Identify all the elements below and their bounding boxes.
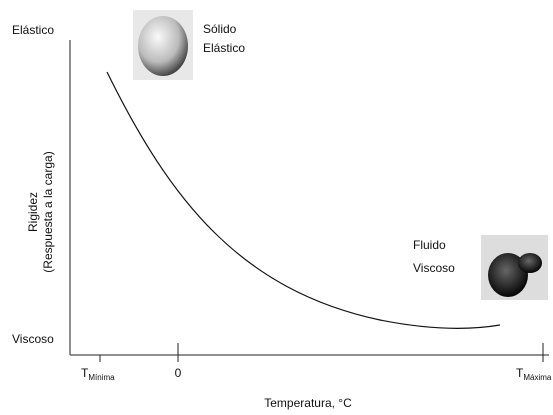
curve: [106, 71, 501, 329]
ball: [138, 16, 188, 76]
annotation: Elástico: [203, 41, 245, 55]
x-tick-label: 0: [175, 366, 182, 380]
annotation: Viscoso: [413, 261, 455, 275]
annotation: Fluido: [413, 238, 446, 252]
tick-sub: Mínima: [88, 373, 115, 382]
x-tick-label: TMínima: [81, 366, 115, 382]
fluid: [518, 253, 542, 273]
tick-main: T: [516, 366, 524, 380]
y-top-label: Elástico: [12, 23, 54, 37]
y-bottom-label: Viscoso: [12, 332, 54, 346]
tick-sub: Máxima: [523, 373, 552, 382]
fluid: [488, 253, 528, 297]
annotation: Sólido: [203, 22, 237, 36]
y-title: Rigidez: [26, 192, 40, 232]
y-title: (Respuesta a la carga): [41, 151, 55, 272]
x-tick-label: TMáxima: [516, 366, 552, 382]
x-title: Temperatura, °C: [264, 396, 352, 410]
tick-main: T: [81, 366, 89, 380]
